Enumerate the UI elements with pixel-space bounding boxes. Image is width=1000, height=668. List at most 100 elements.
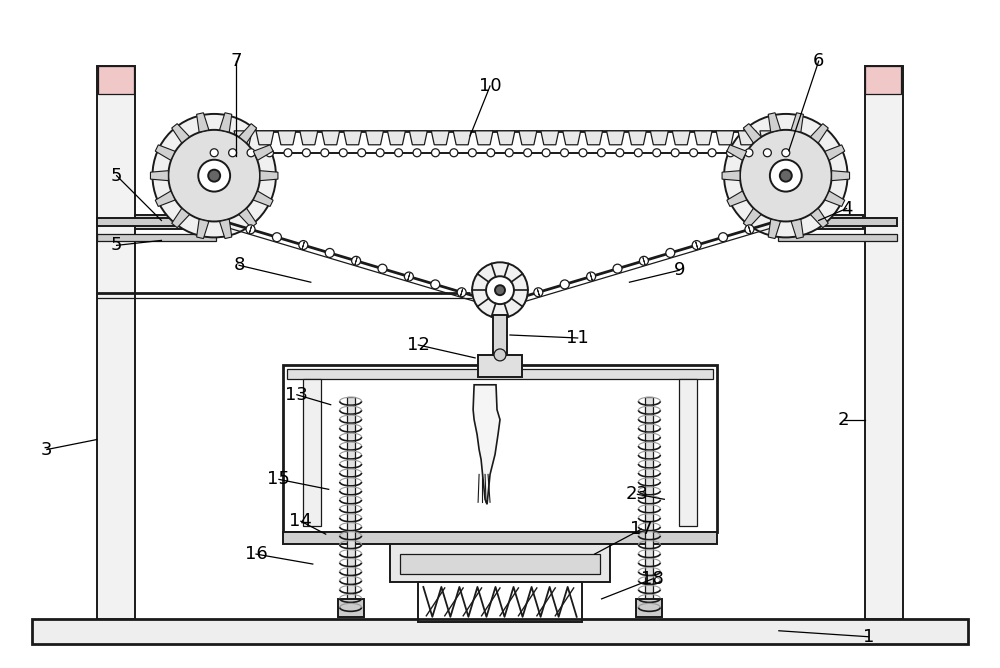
Circle shape xyxy=(671,149,679,157)
Circle shape xyxy=(634,149,642,157)
Bar xyxy=(478,355,522,377)
Text: 7: 7 xyxy=(230,52,242,70)
Polygon shape xyxy=(519,131,537,145)
Circle shape xyxy=(763,149,771,157)
Circle shape xyxy=(616,149,624,157)
Bar xyxy=(778,234,897,241)
Circle shape xyxy=(299,240,308,250)
Circle shape xyxy=(152,114,276,237)
Text: 9: 9 xyxy=(674,261,685,279)
Polygon shape xyxy=(253,145,273,160)
Circle shape xyxy=(272,232,281,242)
Text: 16: 16 xyxy=(245,545,267,563)
Polygon shape xyxy=(743,124,761,143)
Polygon shape xyxy=(607,131,624,145)
Circle shape xyxy=(597,149,605,157)
Bar xyxy=(97,234,216,241)
Bar xyxy=(865,66,903,619)
Circle shape xyxy=(495,285,505,295)
Text: 17: 17 xyxy=(630,520,653,538)
Circle shape xyxy=(494,349,506,361)
Polygon shape xyxy=(541,131,559,145)
Polygon shape xyxy=(155,145,175,160)
Circle shape xyxy=(505,149,513,157)
Circle shape xyxy=(208,170,220,182)
Bar xyxy=(645,397,653,614)
Polygon shape xyxy=(672,131,690,145)
Polygon shape xyxy=(563,131,581,145)
Bar xyxy=(493,315,507,370)
Circle shape xyxy=(210,149,218,157)
Circle shape xyxy=(198,160,230,192)
Polygon shape xyxy=(590,273,592,281)
Polygon shape xyxy=(832,171,850,180)
Polygon shape xyxy=(791,219,803,238)
Circle shape xyxy=(727,149,734,157)
Circle shape xyxy=(579,149,587,157)
Circle shape xyxy=(587,272,596,281)
Polygon shape xyxy=(475,131,493,145)
Text: 10: 10 xyxy=(479,77,501,95)
Polygon shape xyxy=(234,131,252,145)
Polygon shape xyxy=(239,208,257,228)
Polygon shape xyxy=(408,273,410,281)
Polygon shape xyxy=(743,208,761,228)
Text: 11: 11 xyxy=(566,329,589,347)
Text: 14: 14 xyxy=(289,512,312,530)
Text: 18: 18 xyxy=(641,570,664,588)
Polygon shape xyxy=(249,226,252,233)
Polygon shape xyxy=(537,289,540,297)
Circle shape xyxy=(431,149,439,157)
Circle shape xyxy=(431,280,440,289)
Circle shape xyxy=(404,272,413,281)
Bar xyxy=(287,369,713,379)
Polygon shape xyxy=(791,113,803,132)
Bar xyxy=(98,66,134,94)
Text: 2: 2 xyxy=(838,411,849,429)
Polygon shape xyxy=(344,131,362,145)
Bar xyxy=(400,554,600,574)
Circle shape xyxy=(780,170,792,182)
Text: 5: 5 xyxy=(111,166,122,184)
Circle shape xyxy=(719,232,728,242)
Polygon shape xyxy=(366,131,383,145)
Polygon shape xyxy=(696,242,698,249)
Polygon shape xyxy=(643,257,645,265)
Polygon shape xyxy=(825,145,845,160)
Circle shape xyxy=(266,149,273,157)
Polygon shape xyxy=(409,131,427,145)
Circle shape xyxy=(284,149,292,157)
Circle shape xyxy=(378,264,387,273)
Circle shape xyxy=(339,149,347,157)
Polygon shape xyxy=(260,171,278,180)
Polygon shape xyxy=(431,131,449,145)
Polygon shape xyxy=(253,191,273,206)
Bar xyxy=(636,599,662,617)
Text: 8: 8 xyxy=(233,257,245,275)
Bar xyxy=(283,532,717,544)
Bar xyxy=(32,619,968,644)
Circle shape xyxy=(524,149,532,157)
Text: 12: 12 xyxy=(407,336,430,354)
Polygon shape xyxy=(760,131,778,145)
Bar xyxy=(390,544,610,582)
Polygon shape xyxy=(585,131,603,145)
Polygon shape xyxy=(300,131,318,145)
Circle shape xyxy=(325,248,334,257)
Polygon shape xyxy=(355,257,357,265)
Circle shape xyxy=(534,288,543,297)
Polygon shape xyxy=(628,131,646,145)
Circle shape xyxy=(740,130,832,222)
Bar xyxy=(283,365,717,532)
Bar xyxy=(97,66,135,619)
Polygon shape xyxy=(650,131,668,145)
Polygon shape xyxy=(460,289,463,297)
Polygon shape xyxy=(810,208,828,228)
Bar xyxy=(303,379,321,526)
Text: 4: 4 xyxy=(841,200,852,218)
Text: 15: 15 xyxy=(267,470,290,488)
Polygon shape xyxy=(239,124,257,143)
Circle shape xyxy=(560,280,569,289)
Circle shape xyxy=(468,149,476,157)
Polygon shape xyxy=(825,191,845,206)
